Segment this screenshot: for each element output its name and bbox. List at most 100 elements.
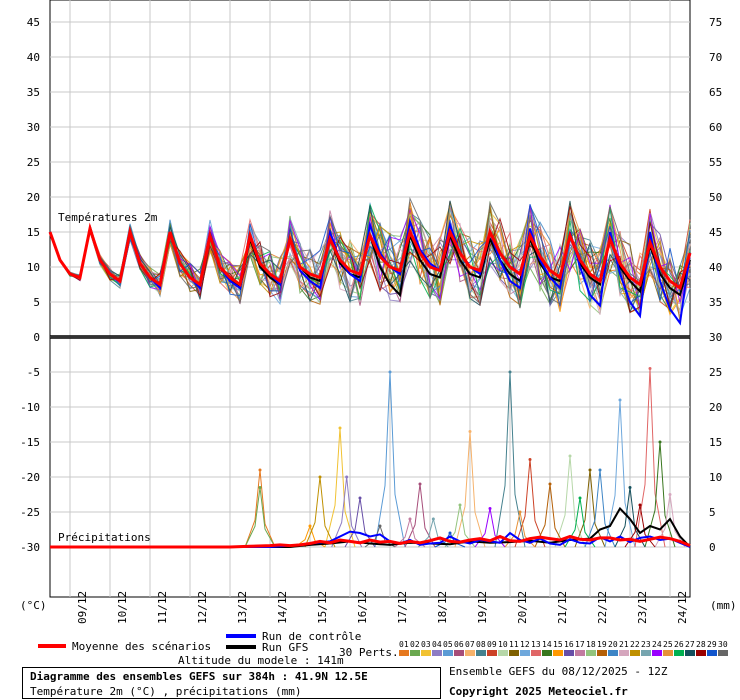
chart-grid [49, 0, 691, 598]
plot-frame [49, 0, 691, 598]
temperature-right-tick-label: 60 [709, 121, 722, 134]
member-legend-label: 18 [586, 640, 596, 649]
altitude-text: Altitude du modele : 141m [178, 654, 344, 667]
member-precip-peak [388, 370, 392, 374]
member-precip-peak [468, 430, 472, 433]
temperature-right-tick-label: 65 [709, 86, 722, 99]
member-legend-swatch [520, 650, 530, 656]
member-precip-peak [628, 486, 632, 489]
member-precip-peak [618, 398, 622, 402]
member-legend-swatch [663, 650, 673, 656]
member-legend-label: 12 [520, 640, 530, 649]
date-tick-label: 23/12 [636, 591, 649, 624]
date-tick-label: 20/12 [516, 591, 529, 624]
member-precip-peak [668, 493, 672, 496]
footer-title-box [22, 667, 441, 699]
legend-mean-label: Moyenne des scénarios [72, 640, 211, 653]
member-temp-line [49, 204, 691, 307]
member-legend-label: 16 [564, 640, 574, 649]
member-legend-swatch [674, 650, 684, 656]
member-legend-swatch [421, 650, 431, 656]
member-precip-peak [378, 524, 382, 528]
member-legend-label: 11 [509, 640, 519, 649]
member-precip-peak [658, 440, 662, 444]
member-legend-swatch [542, 650, 552, 656]
temperature-tick-label: 45 [27, 16, 40, 29]
member-legend-swatch [608, 650, 618, 656]
member-legend-label: 24 [652, 640, 662, 649]
member-legend-label: 27 [685, 640, 695, 649]
precip-tick-label: -30 [20, 541, 40, 554]
date-tick-label: 10/12 [116, 591, 129, 624]
member-legend-label: 17 [575, 640, 585, 649]
date-tick-label: 11/12 [156, 591, 169, 624]
date-tick-label: 12/12 [196, 591, 209, 624]
date-tick-label: 16/12 [356, 591, 369, 624]
temperature-tick-label: 10 [27, 261, 40, 274]
right-unit-label: (mm) [710, 599, 737, 612]
member-legend-swatch [586, 650, 596, 656]
temperature-right-tick-label: 45 [709, 226, 722, 239]
member-legend-label: 06 [454, 640, 464, 649]
member-legend-swatch [443, 650, 453, 656]
member-legend-swatch [553, 650, 563, 656]
legend-gfs-label: Run GFS [262, 641, 308, 654]
precip-panel-label: Précipitations [58, 531, 151, 544]
run-info: Ensemble GEFS du 08/12/2025 - 12Z [449, 665, 668, 678]
member-legend-swatch [597, 650, 607, 656]
member-precip-peak [588, 468, 592, 472]
member-precip-peak [431, 517, 435, 521]
control-temperature-line [49, 217, 691, 326]
left-unit-label: (°C) [20, 599, 47, 612]
precip-right-tick-label: 15 [709, 436, 722, 449]
member-legend-swatch [707, 650, 717, 656]
temperature-tick-label: 25 [27, 156, 40, 169]
precip-right-tick-label: 25 [709, 366, 722, 379]
member-legend-swatch [509, 650, 519, 656]
temperature-right-tick-label: 50 [709, 191, 722, 204]
member-legend-label: 29 [707, 640, 717, 649]
member-precip-peak [408, 517, 412, 521]
precip-right-tick-label: 20 [709, 401, 722, 414]
member-precip-peak [528, 458, 532, 461]
member-legend-label: 05 [443, 640, 453, 649]
member-legend-label: 21 [619, 640, 629, 649]
temperature-tick-label: 20 [27, 191, 40, 204]
date-tick-label: 13/12 [236, 591, 249, 624]
member-legend-swatch [619, 650, 629, 656]
member-legend-swatch [410, 650, 420, 656]
temperature-tick-label: 5 [33, 296, 40, 309]
date-axis: 09/12 10/12 11/12 12/12 13/12 14/12 15/12 16/12… [76, 591, 689, 624]
temperature-tick-label: 40 [27, 51, 40, 64]
member-precip-peak [418, 482, 422, 486]
date-tick-label: 19/12 [476, 591, 489, 624]
member-temp-line [49, 204, 691, 311]
member-legend-label: 13 [531, 640, 541, 649]
legend: Moyenne des scénarios Run de contrôle Ru… [38, 630, 728, 659]
member-legend-swatch [641, 650, 651, 656]
member-precip-peak [318, 475, 322, 479]
member-temp-line [49, 206, 691, 314]
temperature-right-tick-label: 35 [709, 296, 722, 309]
temperature-right-axis: 75 70 65 60 55 50 45 40 35 30 [709, 16, 722, 344]
precip-right-axis: 25 20 15 10 5 0 [709, 366, 722, 554]
member-legend-swatch [630, 650, 640, 656]
precip-right-tick-label: 5 [709, 506, 716, 519]
member-legend-label: 20 [608, 640, 618, 649]
date-tick-label: 09/12 [76, 591, 89, 624]
member-legend-label: 03 [421, 640, 431, 649]
date-tick-label: 22/12 [596, 591, 609, 624]
member-legend-swatch [575, 650, 585, 656]
member-legend-label: 02 [410, 640, 420, 649]
member-legend-swatch [696, 650, 706, 656]
member-legend-swatch [454, 650, 464, 656]
member-legend-swatch [465, 650, 475, 656]
member-precip-peak [508, 370, 512, 374]
member-legend-label: 04 [432, 640, 442, 649]
member-precip-peak [338, 426, 342, 430]
member-precip-peak [568, 454, 572, 458]
member-legend: 01 02 03 04 05 06 07 08 09 10 11 12 13 14 15 16 17 18 19 20… [399, 640, 728, 656]
precip-tick-label: -25 [20, 506, 40, 519]
precip-tick-label: -15 [20, 436, 40, 449]
